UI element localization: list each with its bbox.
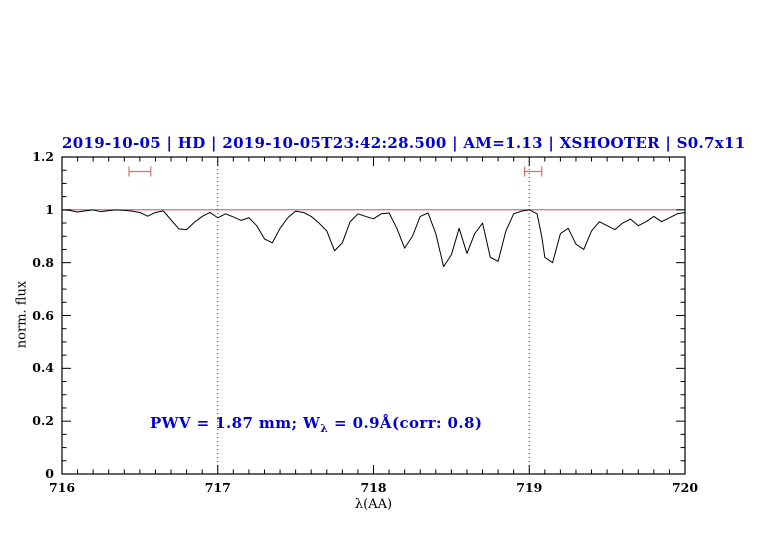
x-tick-label: 717 (204, 480, 231, 495)
y-tick-label: 0.8 (32, 254, 54, 270)
y-tick-label: 0.4 (32, 360, 54, 376)
x-axis-label: λ(AA) (354, 497, 393, 512)
x-tick-label: 719 (516, 480, 543, 495)
y-tick-label: 1.2 (32, 149, 54, 164)
y-tick-label: 0.2 (32, 413, 54, 429)
x-tick-label: 720 (671, 480, 699, 495)
plot-frame (61, 156, 686, 475)
pwv-annotation-prefix: PWV = 1.87 mm; W (150, 414, 321, 432)
pwv-annotation-lambda-subscript: λ (320, 422, 329, 435)
x-tick-label: 718 (360, 480, 387, 495)
pwv-annotation: PWV = 1.87 mm; Wλ = 0.9Å(corr: 0.8) (150, 414, 482, 435)
spectrum-line (61, 209, 686, 268)
y-tick-label: 0 (45, 466, 54, 481)
y-tick-label: 1 (45, 201, 54, 217)
x-tick-label: 716 (48, 480, 76, 495)
pwv-annotation-suffix: = 0.9Å(corr: 0.8) (328, 414, 483, 432)
plot-title: 2019-10-05 | HD | 2019-10-05T23:42:28.50… (62, 134, 746, 152)
y-tick-label: 0.6 (32, 307, 54, 323)
